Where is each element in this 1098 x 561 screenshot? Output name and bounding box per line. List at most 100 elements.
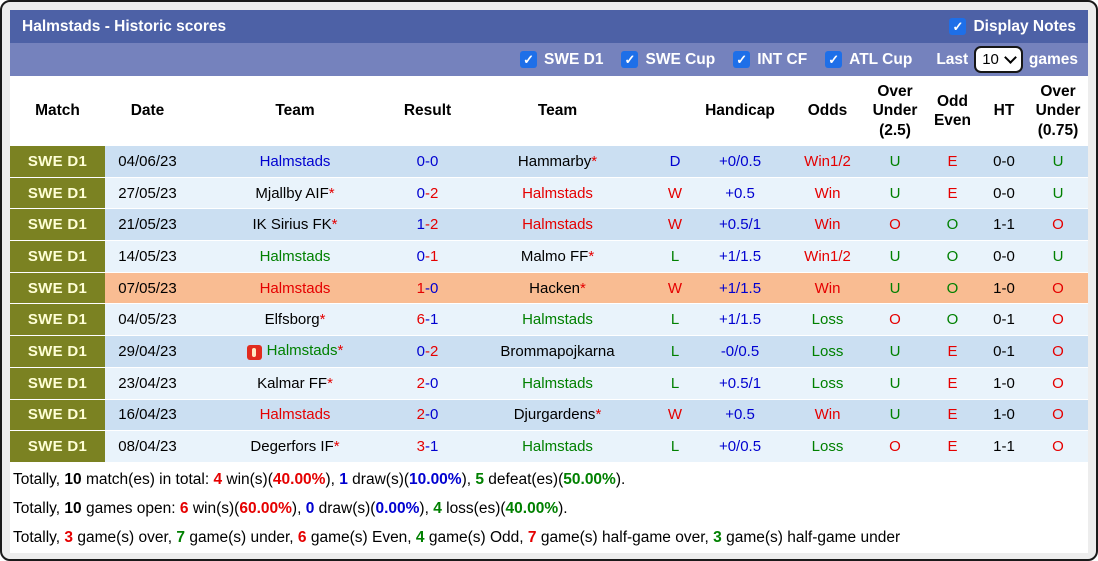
over-under-25-value: U: [889, 184, 901, 202]
header-letter: [660, 76, 690, 146]
result-letter: W: [667, 216, 683, 234]
result-letter-cell: L: [660, 335, 690, 368]
result-letter-cell: L: [660, 240, 690, 273]
result-letter: D: [669, 152, 681, 170]
handicap-value: +0.5: [725, 406, 755, 424]
chevron-down-icon: [1004, 51, 1017, 64]
odds-cell: Loss: [790, 367, 865, 400]
table-row: SWE D1 23/04/23 Kalmar FF* 2-0 Halmstads L +0.…: [10, 367, 1088, 400]
odd-even-cell: E: [925, 146, 980, 178]
checkbox-checked-icon[interactable]: ✓: [949, 18, 967, 35]
team-name: Halmstads: [266, 342, 338, 360]
odd-even-value: E: [947, 374, 958, 392]
result-letter-cell: D: [660, 146, 690, 178]
date-cell: 08/04/23: [105, 430, 190, 463]
home-team-cell: Halmstads: [190, 399, 400, 432]
over-under-075-cell: O: [1028, 430, 1088, 463]
odds-result: Loss: [811, 342, 844, 360]
warning-icon: [246, 345, 262, 361]
league-cell: SWE D1: [10, 335, 105, 368]
header-ht: HT: [980, 76, 1028, 146]
result-letter-cell: W: [660, 272, 690, 305]
away-team-cell: Halmstads: [455, 208, 660, 242]
star-marker: *: [337, 342, 344, 360]
away-score: -0: [425, 374, 439, 392]
ht-cell: 0-1: [980, 303, 1028, 337]
over-under-075-cell: O: [1028, 399, 1088, 432]
team-name: Djurgardens: [513, 406, 596, 424]
header-team-away: Team: [455, 76, 660, 146]
games-count-select[interactable]: 10: [974, 46, 1023, 73]
checkbox-checked-icon[interactable]: ✓: [621, 51, 639, 68]
team-name: IK Sirius FK: [252, 216, 332, 234]
over-under-25-value: U: [889, 247, 901, 265]
over-under-25-value: O: [889, 438, 901, 456]
odds-result: Win: [814, 216, 841, 234]
date-cell: 16/04/23: [105, 399, 190, 432]
star-marker: *: [327, 374, 333, 392]
star-marker: *: [580, 279, 586, 297]
ht-cell: 1-0: [980, 367, 1028, 400]
away-score: -2: [425, 184, 439, 202]
date-cell: 04/05/23: [105, 303, 190, 337]
over-under-25-value: U: [889, 342, 901, 360]
over-under-075-value: U: [1052, 184, 1064, 202]
star-marker: *: [591, 152, 598, 170]
checkbox-checked-icon[interactable]: ✓: [520, 51, 538, 68]
competition-checkbox-int-cf[interactable]: ✓ INT CF: [733, 51, 807, 69]
handicap-cell: +0.5: [690, 399, 790, 432]
team-name: Malmo FF: [520, 247, 589, 265]
team-name: Elfsborg: [264, 311, 320, 329]
filter-bar: ✓ SWE D1 ✓ SWE Cup ✓ INT CF ✓ ATL Cup Last 10 g…: [10, 43, 1088, 76]
home-team-cell: IK Sirius FK*: [190, 208, 400, 242]
date-cell: 07/05/23: [105, 272, 190, 305]
team-name: Halmstads: [522, 311, 593, 329]
competition-checkbox-swe-d1[interactable]: ✓ SWE D1: [520, 51, 603, 69]
table-row: SWE D1 04/05/23 Elfsborg* 6-1 Halmstads L +1/1…: [10, 303, 1088, 337]
handicap-cell: +1/1.5: [690, 303, 790, 337]
result-letter-cell: L: [660, 430, 690, 463]
league-cell: SWE D1: [10, 303, 105, 337]
away-team-cell: Halmstads: [455, 367, 660, 400]
league-cell: SWE D1: [10, 272, 105, 305]
date-cell: 14/05/23: [105, 240, 190, 273]
header-handicap: Handicap: [690, 76, 790, 146]
over-under-25-value: U: [889, 152, 901, 170]
over-under-075-value: O: [1052, 311, 1064, 329]
home-score: 0: [416, 152, 425, 170]
odds-result: Win1/2: [804, 152, 851, 170]
over-under-075-value: O: [1052, 374, 1064, 392]
checkbox-checked-icon[interactable]: ✓: [825, 51, 843, 68]
summary-line: Totally, 10 games open: 6 win(s)(60.00%)…: [13, 500, 568, 518]
table-row: SWE D1 14/05/23 Halmstads 0-1 Malmo FF* L +1/1…: [10, 240, 1088, 273]
home-team-cell: Halmstads: [190, 272, 400, 305]
competition-checkbox-atl-cup[interactable]: ✓ ATL Cup: [825, 51, 912, 69]
home-score: 6: [416, 311, 425, 329]
odd-even-cell: E: [925, 430, 980, 463]
home-score: 2: [416, 406, 425, 424]
handicap-cell: +0/0.5: [690, 430, 790, 463]
odd-even-value: O: [946, 247, 959, 265]
over-under-25-cell: O: [865, 303, 925, 337]
over-under-25-cell: U: [865, 146, 925, 178]
away-team-cell: Brommapojkarna: [455, 335, 660, 368]
competition-filters: ✓ SWE D1 ✓ SWE Cup ✓ INT CF ✓ ATL Cup: [520, 51, 912, 69]
over-under-25-value: U: [889, 374, 901, 392]
competition-checkbox-swe-cup[interactable]: ✓ SWE Cup: [621, 51, 715, 69]
over-under-25-cell: O: [865, 430, 925, 463]
team-name: Halmstads: [259, 406, 331, 424]
score-cell: 0-2: [400, 335, 455, 368]
result-letter-cell: L: [660, 367, 690, 400]
over-under-25-cell: U: [865, 177, 925, 210]
ht-cell: 1-1: [980, 208, 1028, 242]
odd-even-value: E: [947, 438, 958, 456]
header-date: Date: [105, 76, 190, 146]
away-team-cell: Djurgardens*: [455, 399, 660, 432]
display-notes-toggle[interactable]: ✓ Display Notes: [949, 18, 1076, 36]
table-row: SWE D1 29/04/23 Halmstads* 0-2 Brommapojkarn…: [10, 335, 1088, 368]
over-under-075-cell: U: [1028, 146, 1088, 178]
checkbox-checked-icon[interactable]: ✓: [733, 51, 751, 68]
away-team-cell: Hacken*: [455, 272, 660, 305]
ht-cell: 1-0: [980, 399, 1028, 432]
